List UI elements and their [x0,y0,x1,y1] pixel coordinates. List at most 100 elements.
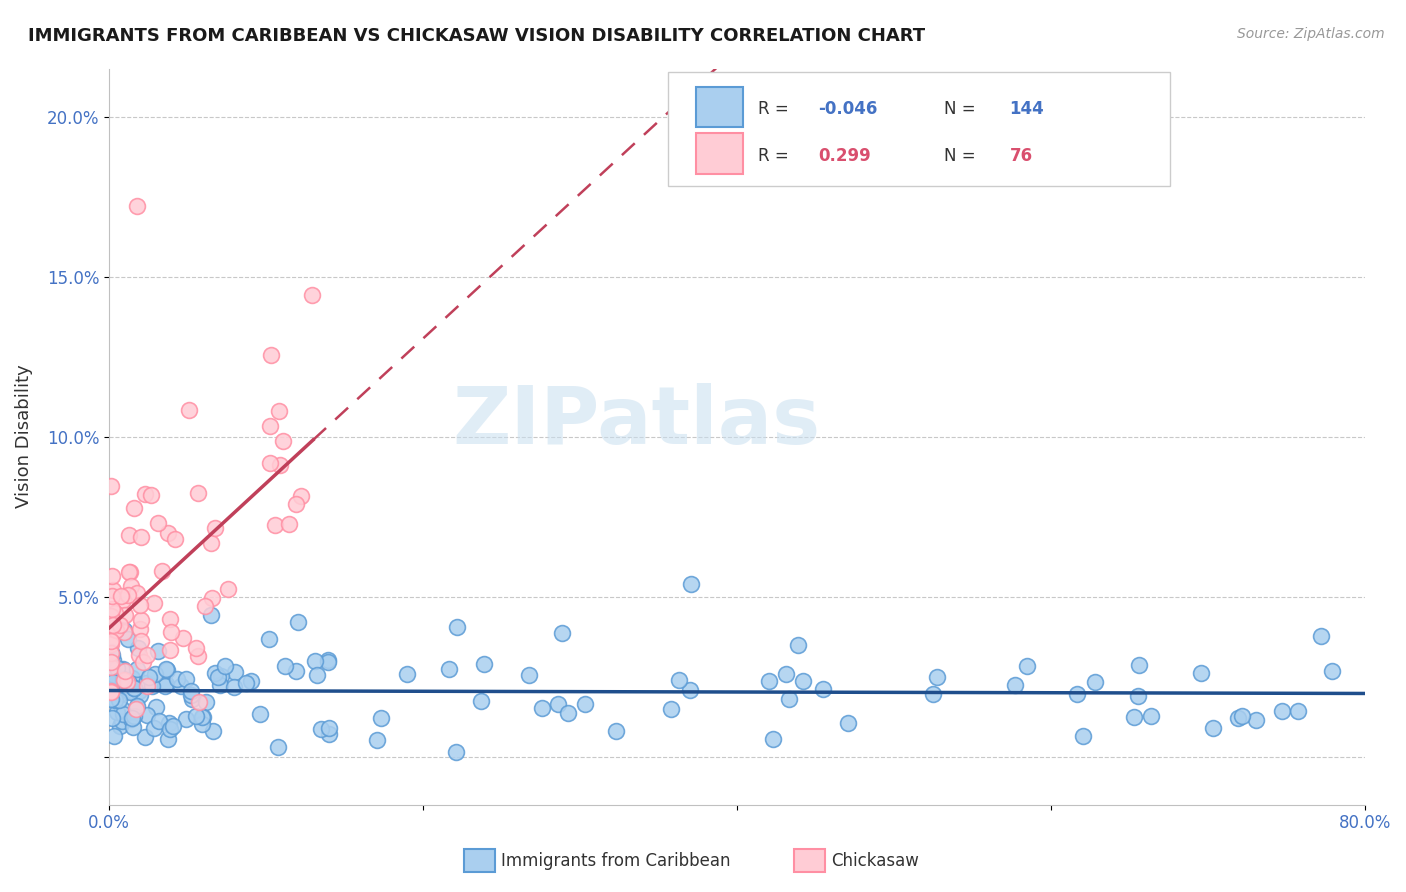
Point [110,589,132,603]
Point [1309,630,1331,644]
Point [209,669,232,683]
Point [111,663,134,677]
Point [111,592,134,607]
Point [129,623,152,637]
Point [758,673,780,688]
Point [551,625,574,640]
Point [117,589,139,603]
Point [162,719,184,733]
Point [120,683,142,698]
Point [105,706,128,720]
Text: Immigrants from Caribbean: Immigrants from Caribbean [501,852,730,870]
Point [125,698,148,713]
Point [285,497,308,511]
Point [101,582,124,597]
Point [100,692,122,706]
Point [446,620,468,634]
Point [659,702,682,716]
Bar [696,134,744,174]
Point [103,729,125,743]
Text: IMMIGRANTS FROM CARIBBEAN VS CHICKASAW VISION DISABILITY CORRELATION CHART: IMMIGRANTS FROM CARIBBEAN VS CHICKASAW V… [28,27,925,45]
Point [1084,674,1107,689]
Point [1202,721,1225,735]
Point [107,672,129,686]
Point [922,687,945,701]
Point [437,662,460,676]
Point [135,648,157,662]
Point [444,746,467,760]
Point [217,582,239,597]
Text: N =: N = [945,147,981,165]
Text: Chickasaw: Chickasaw [831,852,920,870]
Point [1320,664,1343,678]
Point [187,486,209,500]
Point [131,613,153,627]
Point [131,634,153,648]
Point [201,591,224,605]
Point [267,740,290,755]
Point [111,672,134,686]
Point [100,608,122,623]
Point [190,710,212,724]
Point [517,667,540,681]
Point [122,709,145,723]
Point [201,724,224,739]
Point [762,732,785,747]
Point [127,641,149,656]
Point [180,688,202,702]
Point [104,623,127,637]
Point [104,624,127,638]
Point [679,577,702,591]
Point [1286,704,1309,718]
Point [104,606,127,620]
Point [530,701,553,715]
Point [101,648,124,662]
Point [1227,711,1250,725]
Point [204,521,226,535]
Point [150,564,173,578]
Point [138,670,160,684]
Point [100,684,122,698]
Point [679,682,702,697]
Point [101,569,124,583]
Point [277,516,299,531]
Point [118,566,141,580]
Point [775,666,797,681]
Point [118,528,141,542]
Point [159,612,181,626]
Point [104,677,127,691]
Point [1271,704,1294,718]
Point [155,679,177,693]
Point [136,679,159,693]
Point [143,667,166,681]
Point [1139,709,1161,723]
Point [118,676,141,690]
Point [180,684,202,698]
Point [472,657,495,672]
Point [547,697,569,711]
Point [370,711,392,725]
Point [366,733,388,747]
Point [125,702,148,716]
Point [224,665,246,679]
Point [174,673,197,687]
Point [1071,729,1094,743]
Point [605,724,627,739]
Y-axis label: Vision Disability: Vision Disability [15,365,32,508]
Point [290,489,312,503]
Point [257,632,280,646]
Point [156,732,179,747]
Point [1128,658,1150,673]
Point [155,662,177,676]
Point [100,637,122,651]
Point [925,670,948,684]
Point [208,678,231,692]
Point [100,685,122,699]
Point [235,676,257,690]
Point [120,712,142,726]
Point [120,565,142,579]
Point [108,617,131,632]
Point [121,711,143,725]
Point [184,641,207,656]
Point [100,633,122,648]
